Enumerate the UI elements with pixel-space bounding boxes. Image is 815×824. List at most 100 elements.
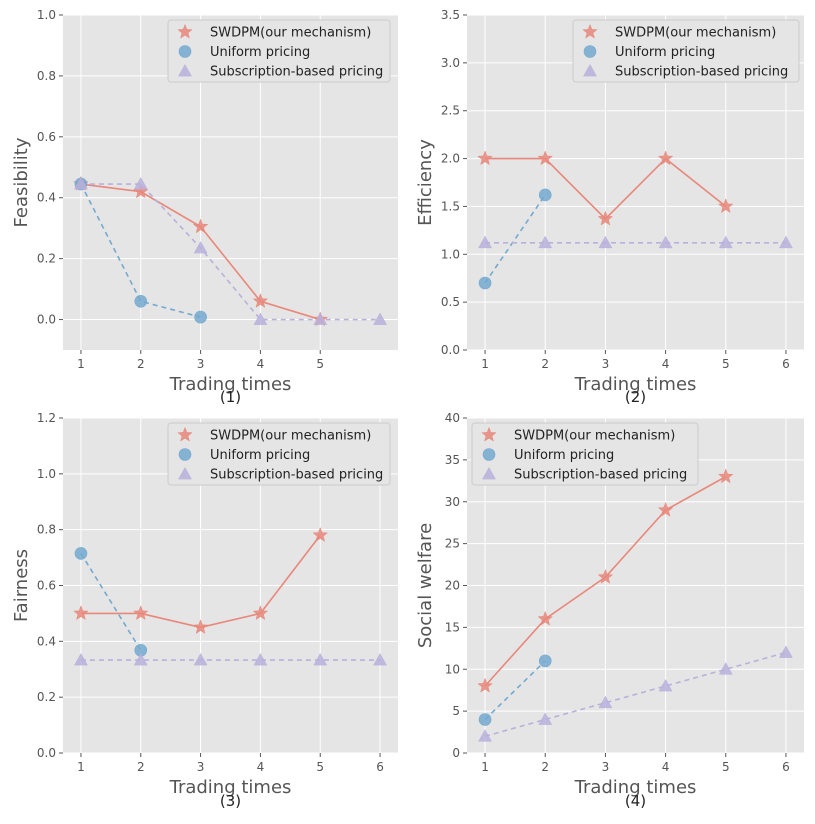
data-point-swdpm — [717, 198, 734, 214]
series-line-uniform — [80, 183, 201, 318]
x-tick-label: 1 — [77, 357, 85, 371]
y-tick-label: 30 — [445, 495, 460, 509]
data-point-subscription — [253, 312, 268, 325]
y-tick-label: 0.2 — [37, 252, 56, 266]
data-point-uniform — [194, 310, 207, 324]
x-tick-label: 1 — [481, 760, 489, 774]
data-point-swdpm — [537, 610, 554, 626]
x-tick-label: 5 — [316, 357, 324, 371]
x-tick-label: 4 — [257, 760, 265, 774]
y-tick-label: 1.0 — [37, 8, 56, 22]
y-tick-label: 1.0 — [441, 247, 460, 261]
y-axis-label: Feasibility — [11, 137, 32, 227]
data-point-uniform — [478, 276, 492, 290]
x-axis-label: Trading times — [574, 374, 697, 395]
subplot-4: 0 5 10 15 20 25 30 35 40 1 2 3 4 5 6 Trading times Socia… — [415, 411, 804, 810]
data-point-subscription — [658, 678, 673, 692]
legend-label-uniform: Uniform pricing — [615, 45, 715, 60]
legend-frame — [167, 19, 391, 83]
data-point-subscription — [74, 177, 88, 190]
x-tick-label: 3 — [197, 357, 205, 371]
x-tick-label: 6 — [782, 760, 790, 774]
legend: SWDPM(our mechanism) Uniform pricing Subsc… — [167, 19, 391, 83]
data-point-uniform — [538, 654, 552, 668]
data-point-subscription — [779, 645, 793, 658]
x-tick-label: 2 — [137, 357, 145, 371]
y-tick-label: 0.0 — [37, 746, 56, 760]
data-point-subscription — [658, 235, 673, 249]
subplot-caption: (2) — [625, 388, 646, 406]
y-axis-label: Fairness — [11, 549, 32, 622]
x-tick-label: 4 — [662, 760, 670, 774]
y-tick-label: 10 — [445, 662, 460, 676]
y-tick-label: 0.6 — [37, 579, 56, 593]
legend-marker-swdpm — [177, 23, 193, 39]
y-tick-label: 0.6 — [37, 130, 56, 144]
y-tick-label: 1.2 — [37, 411, 56, 425]
y-tick-label: 5 — [452, 704, 460, 718]
x-tick-label: 3 — [197, 760, 205, 774]
legend-frame — [167, 422, 391, 486]
data-point-subscription — [598, 235, 613, 249]
y-tick-label: 25 — [445, 537, 460, 551]
y-tick-label: 40 — [445, 411, 460, 425]
x-tick-label: 4 — [662, 357, 670, 371]
subplot-caption: (1) — [220, 388, 241, 406]
x-tick-label: 1 — [77, 760, 85, 774]
legend: SWDPM(our mechanism) Uniform pricing Subsc… — [471, 422, 699, 486]
data-point-subscription — [74, 653, 88, 666]
legend-marker-swdpm — [177, 426, 193, 442]
x-tick-label: 2 — [541, 357, 549, 371]
data-point-subscription — [373, 653, 387, 666]
x-tick-label: 4 — [257, 357, 265, 371]
data-point-swdpm — [477, 677, 493, 693]
x-tick-label: 3 — [602, 357, 610, 371]
data-point-swdpm — [657, 150, 674, 166]
legend-label-subscription: Subscription-based pricing — [615, 65, 788, 80]
legend-label-swdpm: SWDPM(our mechanism) — [514, 429, 675, 444]
legend-marker-swdpm — [582, 23, 598, 39]
legend-label-swdpm: SWDPM(our mechanism) — [615, 26, 776, 41]
data-point-subscription — [313, 312, 328, 325]
x-axis-label: Trading times — [169, 374, 292, 395]
y-tick-label: 1.5 — [441, 199, 460, 213]
data-point-uniform — [74, 547, 88, 560]
x-axis-label: Trading times — [169, 777, 292, 798]
legend-label-subscription: Subscription-based pricing — [210, 468, 383, 483]
legend: SWDPM(our mechanism) Uniform pricing Subsc… — [572, 19, 800, 83]
data-point-subscription — [779, 235, 793, 249]
x-tick-label: 5 — [316, 760, 324, 774]
y-tick-label: 20 — [445, 579, 460, 593]
data-point-subscription — [718, 662, 733, 675]
x-tick-label: 2 — [541, 760, 549, 774]
x-tick-label: 1 — [481, 357, 489, 371]
legend-marker-subscription — [583, 63, 597, 77]
y-axis-label: Social welfare — [415, 523, 436, 648]
data-point-subscription — [538, 235, 553, 249]
data-point-swdpm — [192, 218, 209, 234]
series-line-subscription — [484, 651, 787, 738]
subplot-caption: (3) — [220, 792, 241, 810]
data-point-swdpm — [597, 568, 614, 584]
data-point-swdpm — [312, 527, 329, 542]
subplot-2: 0.0 0.5 1.0 1.5 2.0 2.5 3.0 3.5 1 2 3 4 5 6 Trading ti… — [415, 8, 804, 406]
legend-frame — [572, 19, 800, 83]
subplot-1: 0.0 0.2 0.4 0.6 0.8 1.0 1 2 3 4 5 Trading times Feas… — [11, 8, 398, 406]
legend-marker-subscription — [178, 63, 192, 77]
y-tick-label: 1.0 — [37, 467, 56, 481]
x-tick-label: 5 — [722, 760, 730, 774]
y-tick-label: 0.0 — [37, 313, 56, 327]
y-tick-label: 0.0 — [441, 343, 460, 357]
y-tick-label: 0.8 — [37, 523, 56, 537]
x-tick-label: 3 — [602, 760, 610, 774]
legend-marker-uniform — [178, 448, 192, 461]
data-point-subscription — [718, 235, 733, 249]
y-tick-label: 0.4 — [37, 191, 56, 205]
legend-label-uniform: Uniform pricing — [210, 45, 310, 60]
data-point-uniform — [478, 713, 492, 726]
data-point-swdpm — [477, 150, 493, 166]
y-tick-label: 2.0 — [441, 152, 460, 166]
data-point-subscription — [133, 177, 148, 190]
data-point-swdpm — [597, 210, 614, 226]
